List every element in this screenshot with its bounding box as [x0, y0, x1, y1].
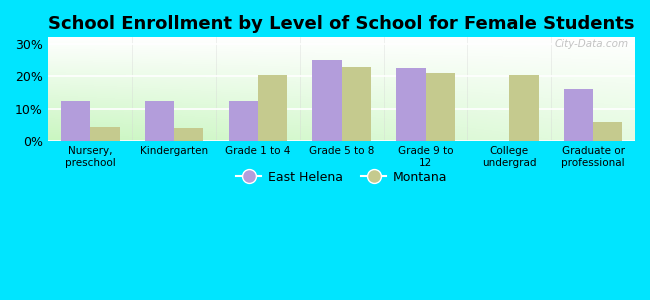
Bar: [342, 67, 371, 141]
Bar: [396, 68, 426, 141]
Bar: [229, 100, 258, 141]
Text: City-Data.com: City-Data.com: [555, 39, 629, 50]
Bar: [61, 100, 90, 141]
Bar: [593, 122, 623, 141]
Bar: [510, 75, 539, 141]
Bar: [90, 127, 120, 141]
Bar: [145, 100, 174, 141]
Bar: [564, 89, 593, 141]
Title: School Enrollment by Level of School for Female Students: School Enrollment by Level of School for…: [49, 15, 635, 33]
Bar: [426, 73, 455, 141]
Bar: [174, 128, 203, 141]
Legend: East Helena, Montana: East Helena, Montana: [231, 166, 452, 189]
Bar: [313, 60, 342, 141]
Bar: [258, 75, 287, 141]
